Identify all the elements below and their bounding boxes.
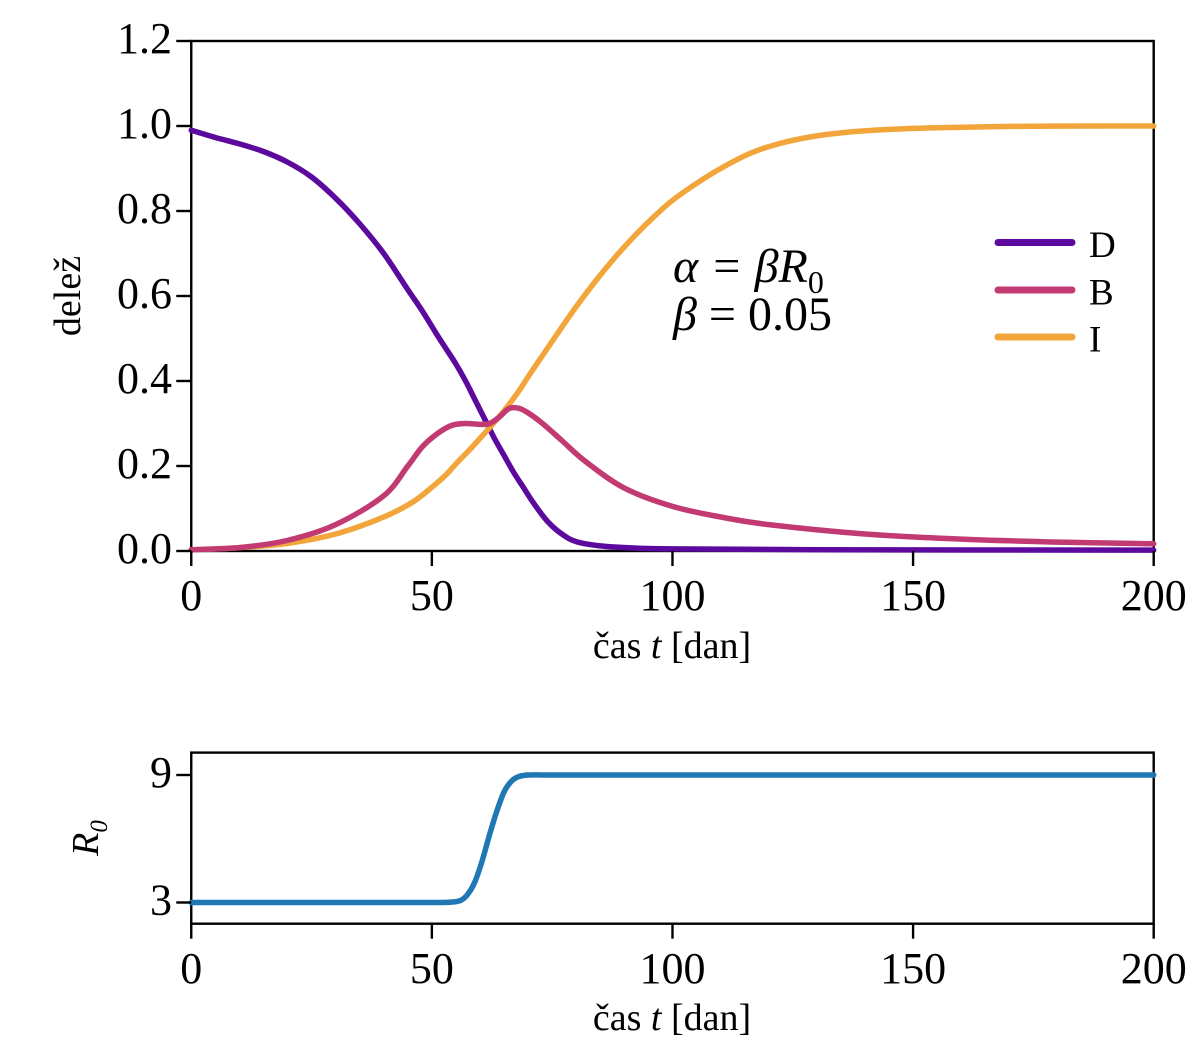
svg-text:β = 0.05: β = 0.05 [672, 288, 832, 341]
svg-text:3: 3 [150, 876, 172, 925]
svg-text:D: D [1089, 225, 1116, 266]
svg-text:200: 200 [1121, 571, 1187, 620]
svg-text:0.6: 0.6 [117, 269, 172, 318]
svg-text:1.2: 1.2 [117, 14, 172, 63]
svg-text:delež: delež [47, 256, 89, 336]
svg-text:100: 100 [639, 944, 705, 993]
svg-text:200: 200 [1121, 944, 1187, 993]
svg-text:1.0: 1.0 [117, 99, 172, 148]
svg-text:čas t [dan]: čas t [dan] [593, 625, 751, 667]
svg-text:0.2: 0.2 [117, 439, 172, 488]
svg-text:0: 0 [180, 571, 202, 620]
svg-text:0.4: 0.4 [117, 354, 172, 403]
svg-text:R0: R0 [65, 820, 113, 857]
svg-text:0: 0 [180, 944, 202, 993]
svg-text:9: 9 [150, 748, 172, 797]
svg-text:150: 150 [880, 571, 946, 620]
svg-text:100: 100 [639, 571, 705, 620]
svg-text:I: I [1089, 320, 1101, 361]
svg-text:150: 150 [880, 944, 946, 993]
svg-text:0.8: 0.8 [117, 184, 172, 233]
svg-text:B: B [1089, 273, 1114, 314]
svg-text:50: 50 [410, 571, 454, 620]
svg-text:0.0: 0.0 [117, 524, 172, 573]
svg-text:čas t [dan]: čas t [dan] [593, 997, 751, 1039]
svg-text:50: 50 [410, 944, 454, 993]
